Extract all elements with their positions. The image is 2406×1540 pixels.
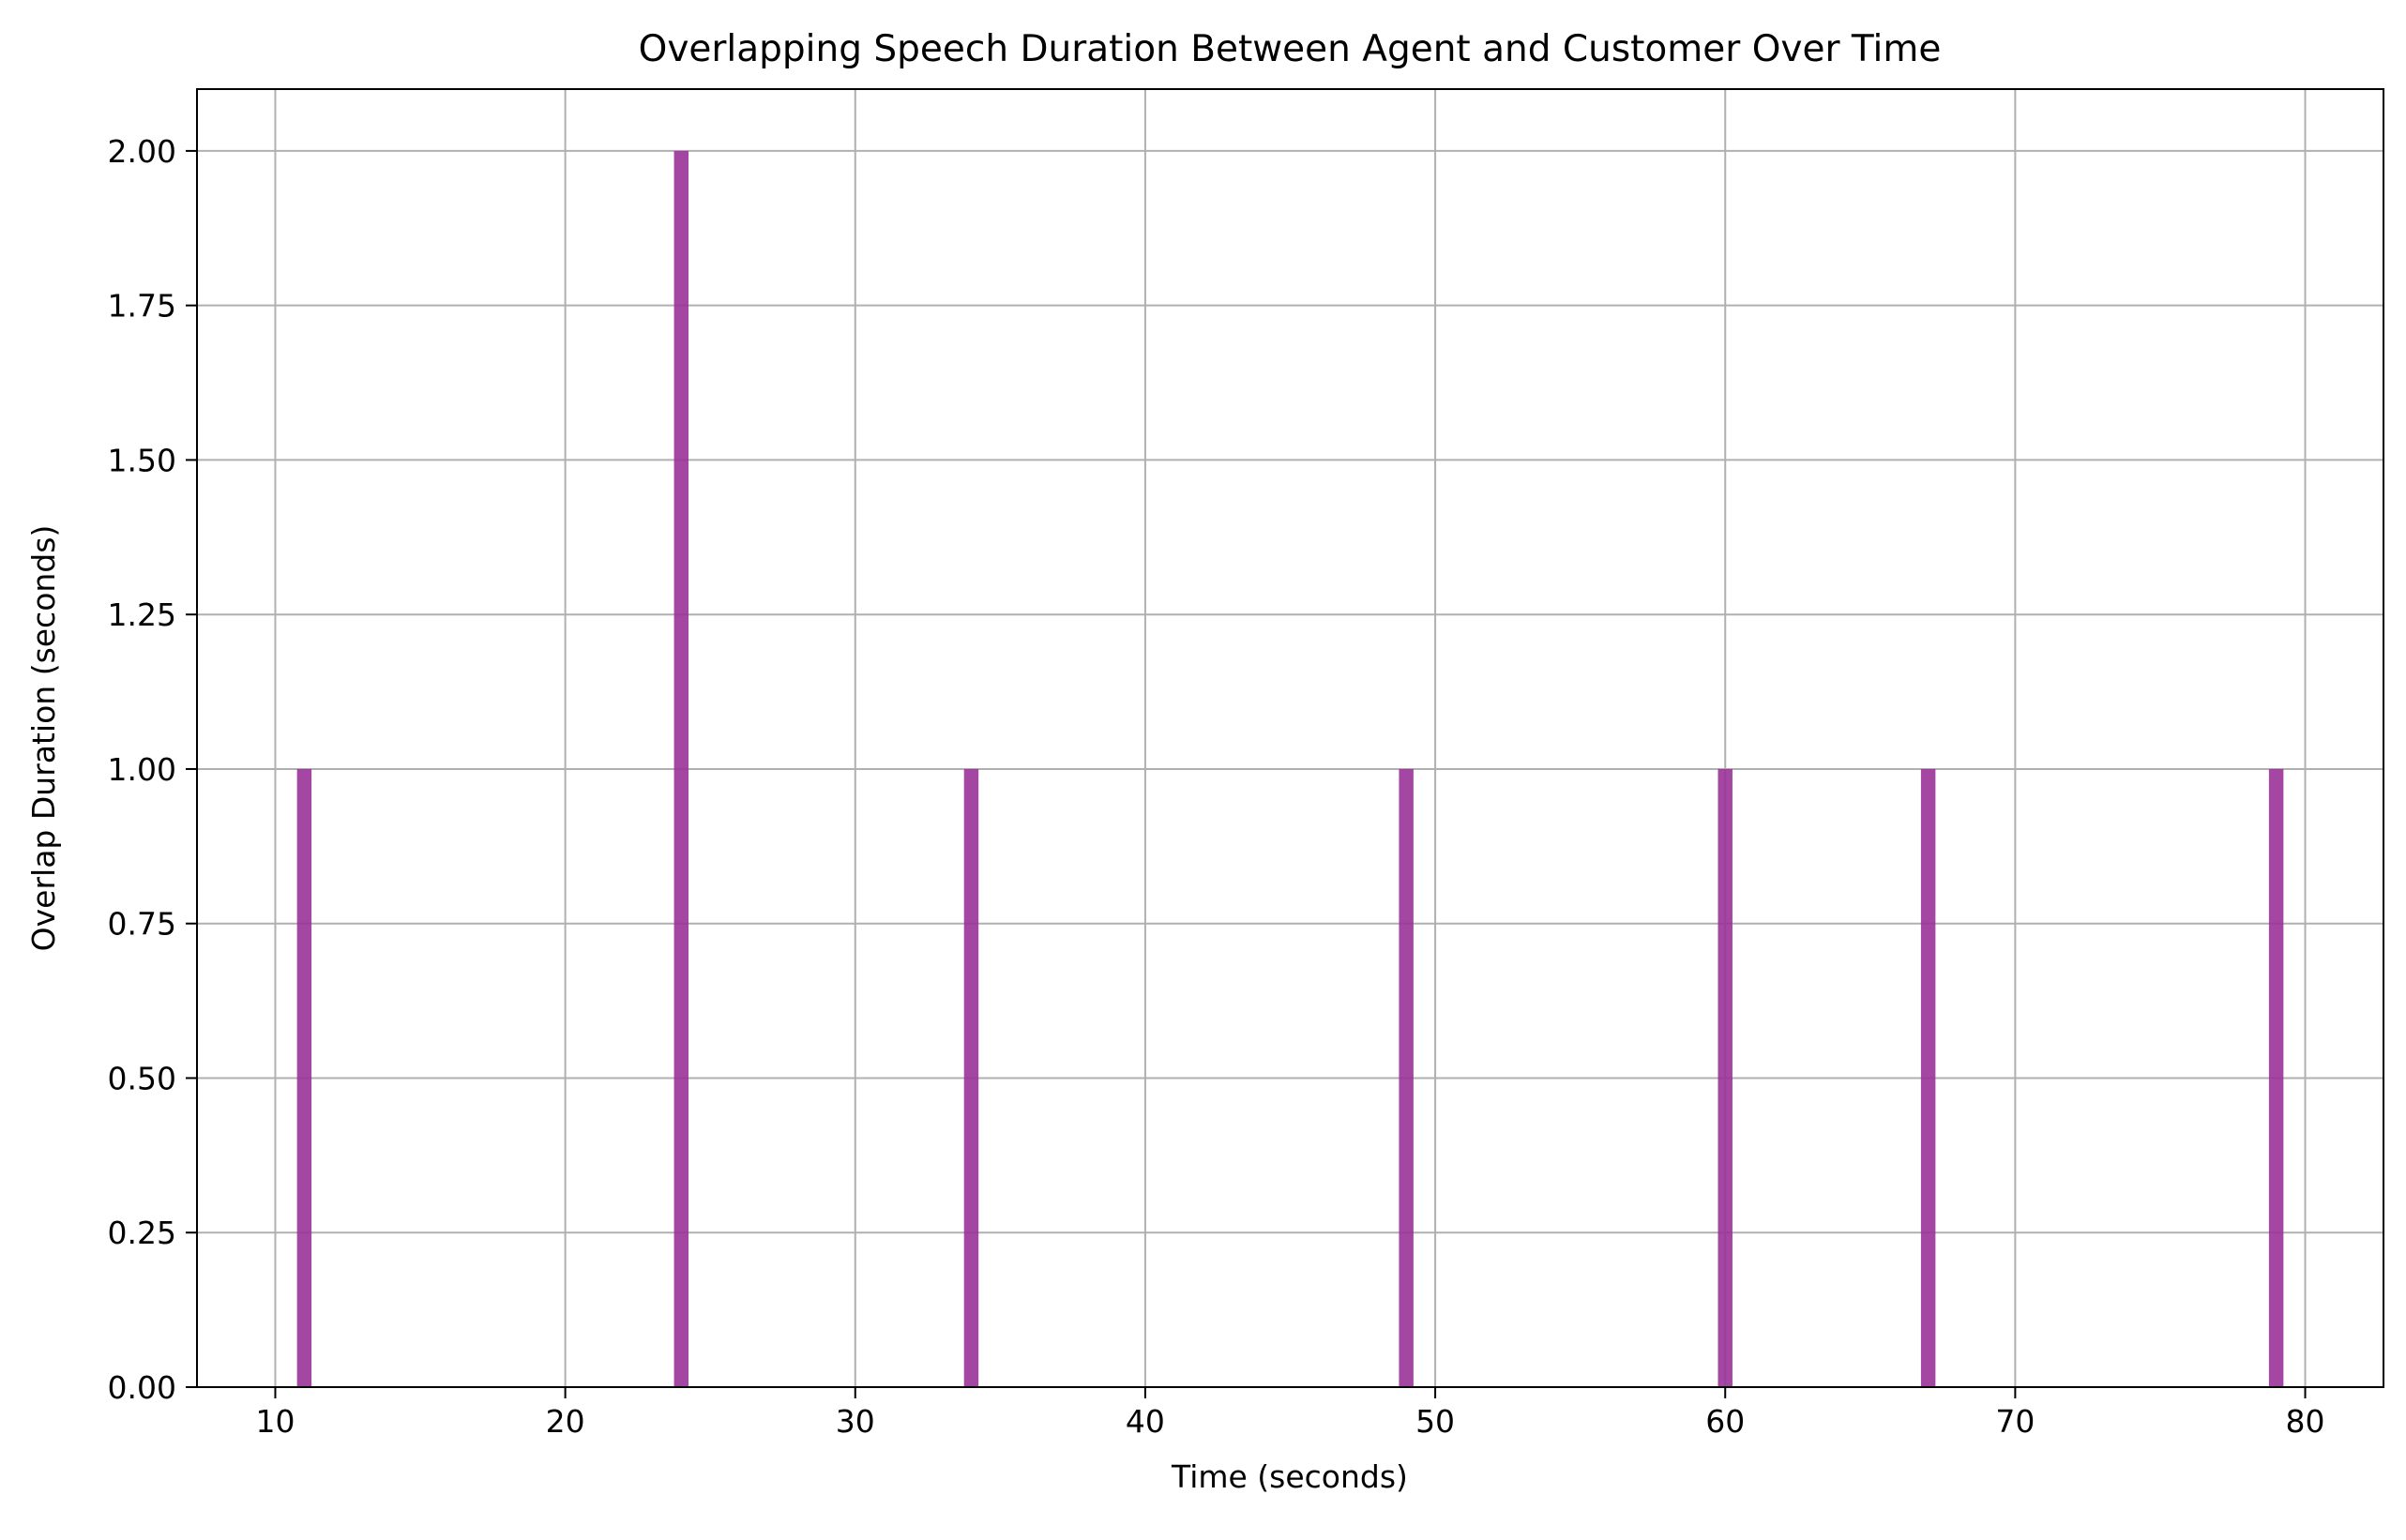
x-tick-label: 30 [836, 1403, 875, 1440]
x-tick-label: 10 [255, 1403, 295, 1440]
y-tick-label: 1.50 [108, 442, 176, 478]
x-tick-label: 50 [1415, 1403, 1455, 1440]
y-tick-label: 1.75 [108, 288, 176, 325]
x-tick-label: 70 [1995, 1403, 2035, 1440]
y-tick-label: 1.25 [108, 596, 176, 633]
x-axis: 10 20 30 40 50 60 70 80 [255, 1387, 2325, 1440]
bars [296, 150, 2284, 1387]
chart-title: Overlapping Speech Duration Between Agen… [639, 28, 1942, 70]
y-axis-label: Overlap Duration (seconds) [25, 525, 62, 952]
y-tick-label: 0.75 [108, 906, 176, 943]
bar [296, 768, 312, 1387]
y-tick-label: 0.25 [108, 1215, 176, 1251]
x-tick-label: 20 [546, 1403, 585, 1440]
x-tick-label: 40 [1126, 1403, 1165, 1440]
bar [2268, 768, 2284, 1387]
bar [673, 150, 689, 1387]
x-tick-label: 80 [2286, 1403, 2325, 1440]
y-tick-label: 0.00 [108, 1369, 176, 1406]
bar [963, 768, 979, 1387]
bar [1920, 768, 1936, 1387]
plot-frame [196, 88, 2384, 1388]
bar [1717, 768, 1733, 1387]
y-axis: 0.00 0.25 0.50 0.75 1.00 1.25 1.50 1.75 2.00 [108, 133, 197, 1406]
y-tick-label: 1.00 [108, 751, 176, 788]
y-tick-label: 2.00 [108, 133, 176, 170]
x-axis-label: Time (seconds) [1171, 1458, 1408, 1495]
bar [1399, 768, 1414, 1387]
x-tick-label: 60 [1705, 1403, 1745, 1440]
y-tick-label: 0.50 [108, 1060, 176, 1096]
